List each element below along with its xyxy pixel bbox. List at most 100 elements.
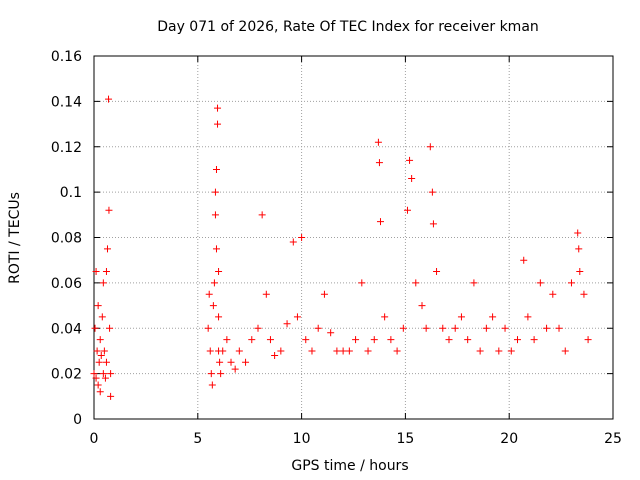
data-point — [426, 143, 434, 151]
data-point — [543, 324, 551, 332]
data-point — [408, 175, 416, 183]
data-point — [403, 206, 411, 214]
data-point — [105, 206, 113, 214]
data-point — [204, 324, 212, 332]
data-point — [520, 256, 528, 264]
data-point — [262, 290, 270, 298]
data-point — [211, 188, 219, 196]
data-point — [96, 388, 104, 396]
data-point — [358, 279, 366, 287]
data-point — [212, 245, 220, 253]
data-point — [227, 358, 235, 366]
data-point — [92, 374, 100, 382]
data-point — [205, 290, 213, 298]
data-point — [217, 370, 225, 378]
y-tick-label: 0.04 — [51, 321, 82, 337]
data-point — [98, 313, 106, 321]
data-point — [298, 234, 306, 241]
data-point — [580, 290, 588, 298]
data-point — [370, 336, 378, 344]
data-point — [412, 279, 420, 287]
data-points — [90, 95, 592, 400]
y-tick-label: 0.14 — [51, 94, 82, 110]
y-axis-label: ROTI / TECUs — [7, 192, 23, 284]
data-point — [428, 188, 436, 196]
data-point — [576, 268, 584, 276]
y-tick-label: 0.06 — [51, 276, 82, 292]
data-point — [99, 370, 107, 378]
data-point — [433, 268, 441, 276]
data-point — [399, 324, 407, 332]
data-point — [387, 336, 395, 344]
y-tick-label: 0.02 — [51, 367, 82, 383]
data-point — [393, 347, 401, 355]
data-point — [214, 120, 222, 128]
data-point — [476, 347, 484, 355]
data-point — [514, 336, 522, 344]
data-point — [103, 245, 111, 253]
data-point — [223, 336, 231, 344]
data-point — [215, 313, 223, 321]
x-tick-label: 25 — [604, 431, 622, 447]
data-point — [95, 358, 103, 366]
data-point — [345, 347, 353, 355]
data-point — [231, 365, 239, 373]
data-point — [327, 329, 335, 337]
data-point — [105, 95, 113, 103]
y-tick-label: 0 — [73, 412, 82, 428]
data-point — [209, 302, 217, 310]
data-point — [102, 268, 110, 276]
data-point — [212, 165, 220, 173]
data-point — [567, 279, 575, 287]
data-point — [352, 336, 360, 344]
data-point — [524, 313, 532, 321]
data-point — [501, 324, 509, 332]
x-tick-label: 20 — [500, 431, 518, 447]
data-point — [374, 138, 382, 146]
data-point — [96, 336, 104, 344]
data-point — [248, 336, 256, 344]
data-point — [482, 324, 490, 332]
data-point — [445, 336, 453, 344]
data-point — [283, 320, 291, 328]
grid-lines — [94, 56, 613, 419]
data-point — [422, 324, 430, 332]
data-point — [575, 245, 583, 253]
data-point — [549, 290, 557, 298]
axis-ticks: 0 5 10 15 20 25 0 0.02 0.04 0.06 0.08 0.1 0.12 0.14 0.… — [51, 49, 622, 447]
data-point — [555, 324, 563, 332]
data-point — [214, 104, 222, 112]
data-point — [333, 347, 341, 355]
data-point — [102, 358, 110, 366]
data-point — [439, 324, 447, 332]
data-point — [451, 324, 459, 332]
data-point — [207, 370, 215, 378]
data-point — [216, 358, 224, 366]
data-point — [293, 313, 301, 321]
data-point — [211, 211, 219, 219]
data-point — [507, 347, 515, 355]
data-point — [464, 336, 472, 344]
data-point — [99, 279, 107, 287]
data-point — [235, 347, 243, 355]
data-point — [339, 347, 347, 355]
data-point — [314, 324, 322, 332]
data-point — [258, 211, 266, 219]
data-point — [94, 302, 102, 310]
data-point — [495, 347, 503, 355]
data-point — [206, 347, 214, 355]
data-point — [302, 336, 310, 344]
data-point — [266, 336, 274, 344]
data-point — [107, 392, 115, 400]
data-point — [375, 159, 383, 167]
y-tick-label: 0.08 — [51, 231, 82, 247]
data-point — [381, 313, 389, 321]
y-tick-label: 0.1 — [60, 185, 82, 201]
data-point — [210, 279, 218, 287]
data-point — [208, 381, 216, 389]
chart-title: Day 071 of 2026, Rate Of TEC Index for r… — [157, 19, 539, 35]
x-tick-label: 5 — [193, 431, 202, 447]
data-point — [536, 279, 544, 287]
data-point — [320, 290, 328, 298]
